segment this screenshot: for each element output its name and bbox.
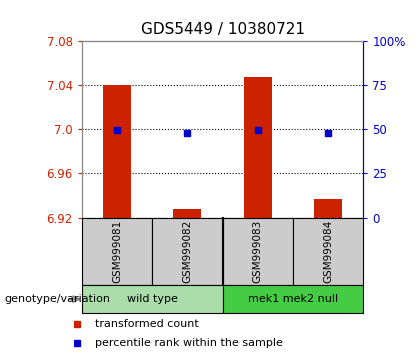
Bar <box>293 218 363 285</box>
Text: GSM999081: GSM999081 <box>112 220 122 283</box>
Bar <box>103 85 131 218</box>
Title: GDS5449 / 10380721: GDS5449 / 10380721 <box>141 22 304 37</box>
Text: mek1 mek2 null: mek1 mek2 null <box>248 294 338 304</box>
Bar <box>223 218 293 285</box>
Text: genotype/variation: genotype/variation <box>4 294 110 304</box>
Bar <box>314 199 342 218</box>
Text: GSM999082: GSM999082 <box>182 220 192 283</box>
Bar <box>82 218 152 285</box>
Bar <box>173 209 202 218</box>
Text: transformed count: transformed count <box>95 319 199 329</box>
Bar <box>244 77 272 218</box>
Text: percentile rank within the sample: percentile rank within the sample <box>95 338 283 348</box>
Bar <box>152 218 223 285</box>
Bar <box>223 285 363 313</box>
Bar <box>82 285 223 313</box>
Text: wild type: wild type <box>127 294 178 304</box>
Text: GSM999084: GSM999084 <box>323 220 333 283</box>
Text: GSM999083: GSM999083 <box>253 220 263 283</box>
